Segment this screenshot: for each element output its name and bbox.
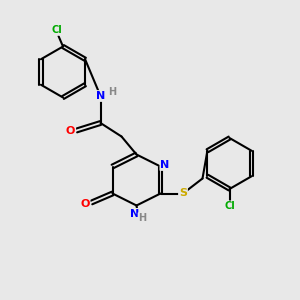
- Text: N: N: [130, 209, 140, 219]
- Text: Cl: Cl: [52, 25, 62, 35]
- Text: O: O: [66, 125, 75, 136]
- Text: Cl: Cl: [224, 201, 235, 212]
- Text: S: S: [179, 188, 187, 199]
- Text: N: N: [96, 91, 105, 101]
- Text: N: N: [160, 160, 169, 170]
- Text: O: O: [80, 199, 90, 209]
- Text: H: H: [138, 213, 147, 223]
- Text: H: H: [108, 87, 116, 98]
